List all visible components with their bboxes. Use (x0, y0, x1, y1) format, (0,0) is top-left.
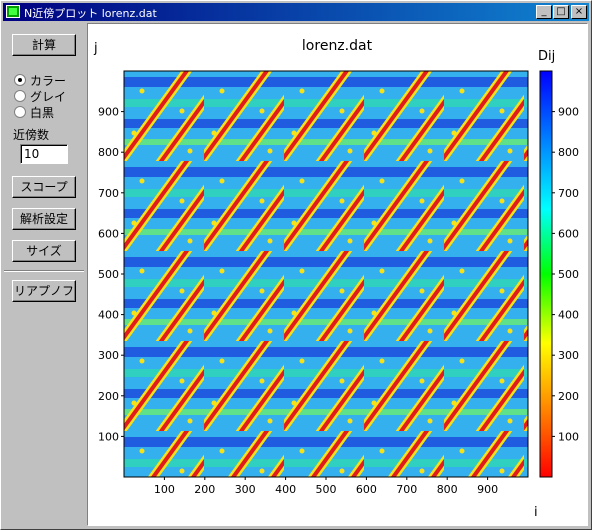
x-tick-label: 200 (194, 483, 215, 496)
radio-mono-indicator[interactable] (14, 106, 26, 118)
colorbar-tick-label: 100 (558, 430, 579, 443)
x-tick-label: 800 (437, 483, 458, 496)
plot-title: lorenz.dat (302, 38, 373, 54)
radio-gray[interactable]: グレイ (14, 88, 67, 104)
x-tick-label: 400 (275, 483, 296, 496)
y-axis-label: j (93, 41, 98, 56)
x-tick-label: 300 (235, 483, 256, 496)
x-tick-label: 600 (356, 483, 377, 496)
x-tick-label: 900 (477, 483, 498, 496)
radio-mono[interactable]: 白黒 (14, 104, 55, 120)
x-tick-label: 100 (154, 483, 175, 496)
scope-button[interactable]: スコープ (12, 176, 76, 198)
radio-gray-label: グレイ (30, 90, 67, 104)
heatmap-chart: lorenz.dat j i Dij 100 200 300 400 500 600 700… (93, 38, 579, 520)
x-tick-label: 700 (396, 483, 417, 496)
y-tick-label: 700 (98, 187, 119, 200)
control-panel: 計算 カラー グレイ 白黒 近傍数 スコープ 解析設定 サイズ リアプノフ (4, 23, 84, 526)
analysis-settings-button[interactable]: 解析設定 (12, 208, 76, 230)
x-axis-label: i (534, 505, 538, 520)
heatmap-image (123, 70, 529, 478)
y-tick-label: 100 (98, 430, 119, 443)
radio-mono-label: 白黒 (30, 106, 55, 120)
radio-gray-indicator[interactable] (14, 90, 26, 102)
maximize-button[interactable]: □ (553, 5, 569, 19)
colorbar-tick-label: 300 (558, 349, 579, 362)
colorbar-tick-label: 500 (558, 268, 579, 281)
y-tick-label: 200 (98, 390, 119, 403)
title-bar[interactable]: N近傍プロット lorenz.dat _ □ × (3, 3, 589, 21)
calc-button[interactable]: 計算 (12, 34, 76, 56)
colorbar-tick-label: 200 (558, 390, 579, 403)
radio-color-label: カラー (30, 74, 67, 88)
x-tick-label: 500 (316, 483, 337, 496)
colorbar (539, 70, 553, 478)
plot-area: lorenz.dat j i Dij 100 200 300 400 500 600 700… (87, 23, 588, 526)
colorbar-tick-label: 900 (558, 106, 579, 119)
neighbors-label: 近傍数 (13, 128, 50, 142)
y-tick-label: 300 (98, 349, 119, 362)
colorbar-tick-label: 600 (558, 227, 579, 240)
y-tick-label: 900 (98, 106, 119, 119)
minimize-button[interactable]: _ (536, 5, 552, 19)
neighbors-input[interactable] (20, 144, 68, 164)
y-tick-label: 600 (98, 227, 119, 240)
y-tick-label: 500 (98, 268, 119, 281)
colorbar-tick-label: 700 (558, 187, 579, 200)
window-title: N近傍プロット lorenz.dat (24, 7, 157, 20)
y-tick-label: 400 (98, 309, 119, 322)
colorbar-tick-label: 800 (558, 146, 579, 159)
sidebar-divider (4, 270, 84, 272)
y-tick-label: 800 (98, 146, 119, 159)
size-button[interactable]: サイズ (12, 240, 76, 262)
close-button[interactable]: × (571, 5, 587, 19)
lyapunov-button[interactable]: リアプノフ (12, 280, 76, 302)
app-icon[interactable] (6, 5, 20, 18)
colorbar-tick-label: 400 (558, 309, 579, 322)
colorbar-label: Dij (538, 49, 555, 64)
radio-color[interactable]: カラー (14, 72, 67, 88)
radio-color-indicator[interactable] (14, 74, 26, 86)
